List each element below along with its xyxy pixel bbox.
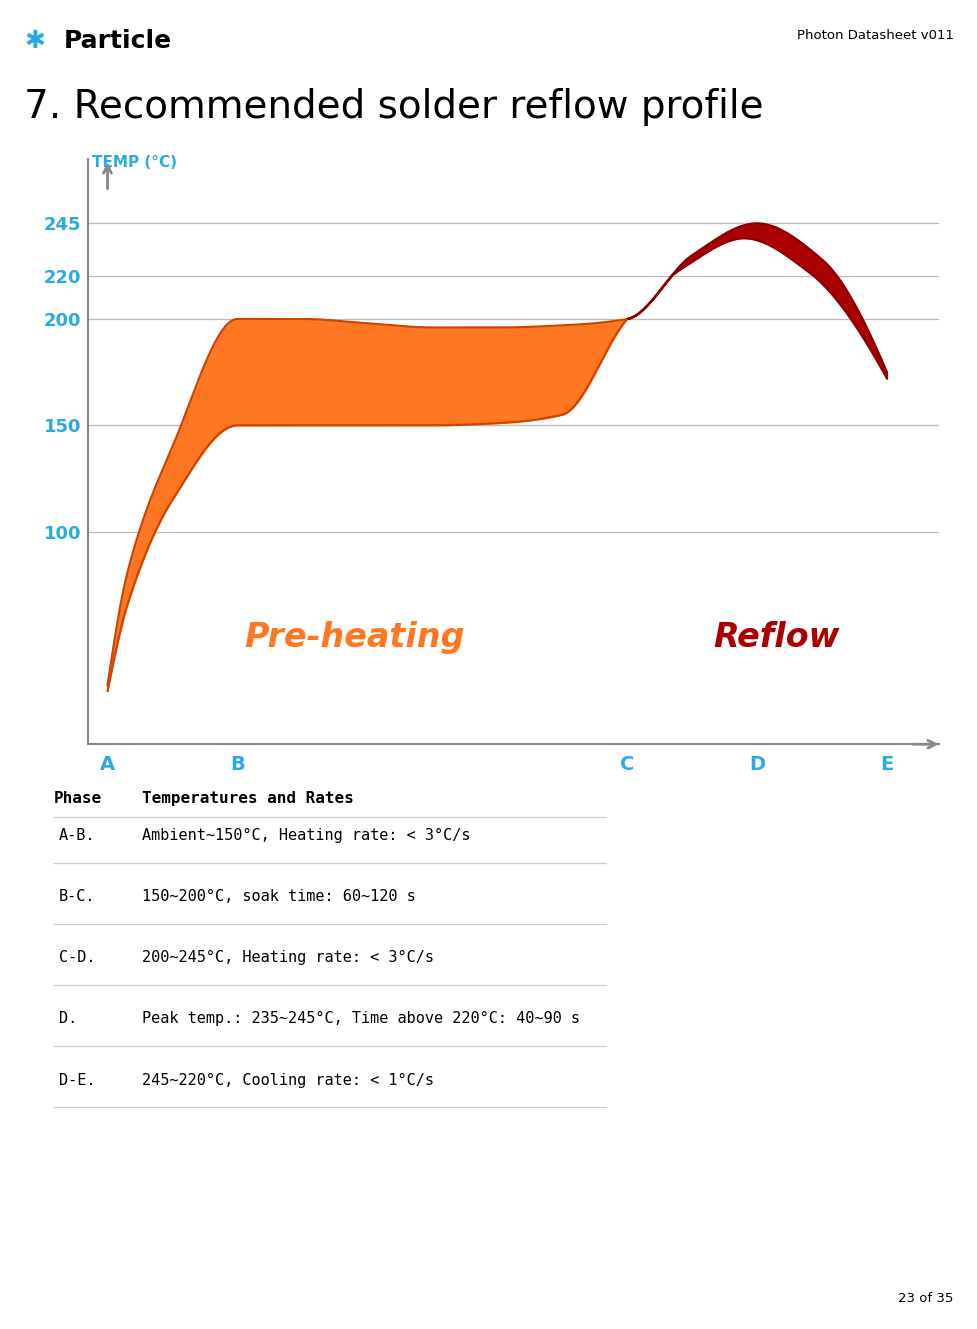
Text: Particle: Particle xyxy=(64,29,172,53)
Text: TEMP (°C): TEMP (°C) xyxy=(92,155,177,170)
Text: Ambient~150°C, Heating rate: < 3°C/s: Ambient~150°C, Heating rate: < 3°C/s xyxy=(142,828,470,843)
Text: 245~220°C, Cooling rate: < 1°C/s: 245~220°C, Cooling rate: < 1°C/s xyxy=(142,1073,434,1087)
Text: Reflow: Reflow xyxy=(712,622,839,654)
Text: D-E.: D-E. xyxy=(59,1073,95,1087)
Text: Phase: Phase xyxy=(54,791,102,805)
Text: 23 of 35: 23 of 35 xyxy=(897,1292,953,1305)
Text: A-B.: A-B. xyxy=(59,828,95,843)
Text: 200~245°C, Heating rate: < 3°C/s: 200~245°C, Heating rate: < 3°C/s xyxy=(142,950,434,965)
Text: ✱: ✱ xyxy=(24,29,45,53)
Text: B-C.: B-C. xyxy=(59,889,95,904)
Text: C-D.: C-D. xyxy=(59,950,95,965)
Text: D.: D. xyxy=(59,1011,77,1026)
Text: Temperatures and Rates: Temperatures and Rates xyxy=(142,791,354,805)
Text: Photon Datasheet v011: Photon Datasheet v011 xyxy=(795,29,953,43)
Text: 7. Recommended solder reflow profile: 7. Recommended solder reflow profile xyxy=(24,88,763,126)
Text: Peak temp.: 235~245°C, Time above 220°C: 40~90 s: Peak temp.: 235~245°C, Time above 220°C:… xyxy=(142,1011,579,1026)
Text: Pre-heating: Pre-heating xyxy=(244,622,464,654)
Text: 150~200°C, soak time: 60~120 s: 150~200°C, soak time: 60~120 s xyxy=(142,889,415,904)
